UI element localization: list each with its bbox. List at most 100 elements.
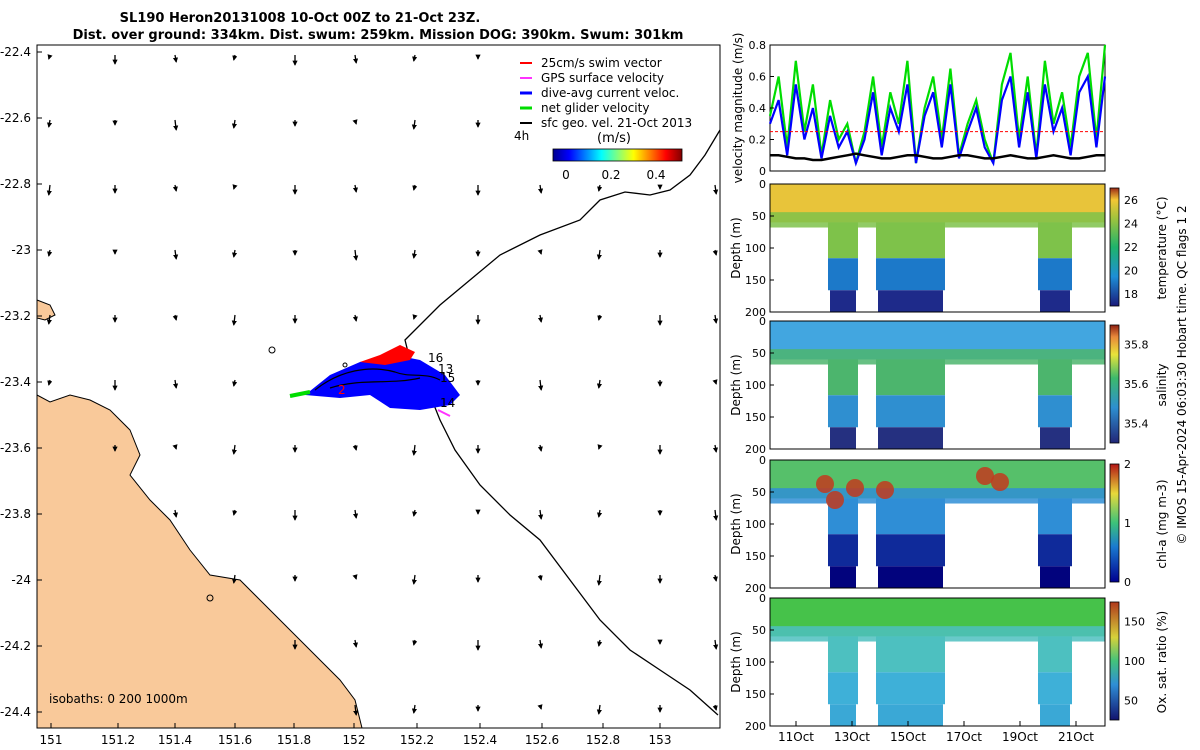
dive-label: 15 xyxy=(440,371,455,385)
footer-credit: © IMOS 15-Apr-2024 06:03:30 Hobart time.… xyxy=(1175,205,1189,544)
dive-label: 2 xyxy=(338,383,346,397)
section-dive-upper xyxy=(876,636,945,673)
geo-velocity-arrow xyxy=(352,509,359,519)
geo-velocity-arrow xyxy=(231,249,238,258)
geo-velocity-arrow xyxy=(352,54,359,64)
geo-velocity-arrow xyxy=(173,249,179,260)
geo-velocity-arrow xyxy=(352,314,358,322)
map-ytick-label: -23.4 xyxy=(0,375,31,389)
velocity-ytick-label: 0.4 xyxy=(749,102,767,115)
time-tick-label: 21Oct xyxy=(1058,730,1094,744)
legend-label: 25cm/s swim vector xyxy=(541,56,662,70)
geo-velocity-arrow xyxy=(231,444,237,455)
gps-velocity-arrow xyxy=(437,409,451,417)
section-ytick-label: 150 xyxy=(745,688,766,701)
reef-marker xyxy=(268,346,276,354)
section-dive-bottom xyxy=(830,290,856,312)
section-dive-middle xyxy=(1038,534,1072,567)
reef-marker xyxy=(206,594,214,602)
map-xtick-label: 152 xyxy=(343,733,366,747)
map-x-axis: 151 151.2 151.4 151.6 151.8 152 152.2 152.4 152.… xyxy=(40,723,672,747)
geo-velocity-arrow xyxy=(712,379,718,385)
geo-velocity-arrow xyxy=(597,184,603,192)
geo-velocity-arrow xyxy=(712,704,718,711)
geo-velocity-arrow xyxy=(173,119,179,131)
velocity-ytick-label: 0.6 xyxy=(749,71,767,84)
chla-section: 0 50 100 150 200 Depth (m) 0 1 2 chl-a (mg m-3) xyxy=(729,454,1169,595)
geo-velocity-arrow xyxy=(412,184,418,191)
section-colorbar-tick: 22 xyxy=(1124,241,1138,254)
colorbar-tick: 0.4 xyxy=(646,168,665,182)
map-xtick-label: 151.4 xyxy=(158,733,192,747)
section-ytick-label: 150 xyxy=(745,411,766,424)
geo-velocity-arrow xyxy=(596,379,603,389)
geo-velocity-arrow xyxy=(712,574,718,582)
geo-velocity-arrow xyxy=(352,119,358,125)
section-dive-middle xyxy=(828,395,858,428)
temperature-section: 0 50 100 150 200 Depth (m) 18 20 22 24 26 temperatu… xyxy=(729,178,1169,319)
geo-velocity-arrow xyxy=(537,574,543,581)
section-dive-upper xyxy=(876,359,945,396)
colorbar-tick: 0 xyxy=(562,168,570,182)
section-ylabel: Depth (m) xyxy=(729,631,743,692)
section-ylabel: Depth (m) xyxy=(729,493,743,554)
reef-marker xyxy=(342,362,348,368)
map-xtick-label: 151 xyxy=(40,733,63,747)
time-tick-label: 19Oct xyxy=(1002,730,1038,744)
map-ytick-label: -23.2 xyxy=(0,309,31,323)
section-colorbar-tick: 24 xyxy=(1124,217,1138,230)
geo-velocity-arrow xyxy=(46,184,52,196)
section-dive-bottom xyxy=(830,566,856,588)
geo-velocity-arrow xyxy=(46,314,52,325)
velocity-series xyxy=(768,44,1107,167)
section-dive-bottom xyxy=(878,704,943,726)
section-ytick-label: 100 xyxy=(745,379,766,392)
geo-velocity-arrow xyxy=(596,574,602,586)
section-ytick-label: 50 xyxy=(752,486,766,499)
geo-velocity-arrow xyxy=(411,119,417,130)
map-xtick-label: 151.6 xyxy=(218,733,252,747)
section-dive-bottom xyxy=(878,290,943,312)
chla-panel: 0 50 100 150 200 Depth (m) 0 1 2 chl-a (mg m-3) xyxy=(729,454,1169,595)
section-ytick-label: 0 xyxy=(759,454,766,467)
geo-velocity-arrow xyxy=(412,639,418,646)
map-ytick-label: -22.6 xyxy=(0,111,31,125)
map-xtick-label: 152.8 xyxy=(586,733,620,747)
section-ytick-label: 200 xyxy=(745,582,766,595)
geo-velocity-arrow xyxy=(352,184,359,193)
geo-velocity-arrow xyxy=(411,249,418,259)
geo-velocity-arrow xyxy=(232,184,238,190)
geo-velocity-arrow xyxy=(352,574,358,580)
map-ytick-label: -24 xyxy=(11,573,31,587)
land-mass xyxy=(36,394,363,729)
section-dive-upper xyxy=(876,498,945,535)
chla-hotspot xyxy=(816,475,834,493)
section-colorbar-tick: 2 xyxy=(1124,458,1131,471)
chla-hotspot xyxy=(826,491,844,509)
colorbar-tick: 0.2 xyxy=(601,168,620,182)
section-colorbar-tick: 35.4 xyxy=(1124,417,1149,430)
time-tick-label: 11Oct xyxy=(778,730,814,744)
section-ylabel: Depth (m) xyxy=(729,354,743,415)
geo-velocity-arrow xyxy=(411,444,417,456)
geo-velocity-arrow xyxy=(231,574,238,584)
section-colorbar-tick: 100 xyxy=(1124,655,1145,668)
chart-title-line1: SL190 Heron20131008 10-Oct 00Z to 21-Oct… xyxy=(120,11,481,26)
geo-velocity-arrow xyxy=(713,639,719,650)
map-ytick-label: -23 xyxy=(11,243,31,257)
geo-velocity-arrow xyxy=(537,249,543,255)
map-xtick-label: 153 xyxy=(649,733,672,747)
section-dive-upper xyxy=(876,222,945,259)
section-dive-middle xyxy=(1038,672,1072,705)
geo-velocity-arrow xyxy=(232,54,238,61)
section-ytick-label: 200 xyxy=(745,443,766,456)
section-colorbar-label: temperature (°C) xyxy=(1155,197,1169,300)
map-xtick-label: 151.8 xyxy=(277,733,311,747)
geo-velocity-arrow xyxy=(231,314,237,326)
geo-velocity-arrow xyxy=(172,314,178,321)
temperature-panel: 0 50 100 150 200 Depth (m) 18 20 22 24 26 temperatu… xyxy=(729,178,1169,319)
velocity-ytick-label: 0.8 xyxy=(749,39,767,52)
geo-velocity-arrow xyxy=(411,704,418,714)
velocity-series-line xyxy=(768,44,1107,164)
